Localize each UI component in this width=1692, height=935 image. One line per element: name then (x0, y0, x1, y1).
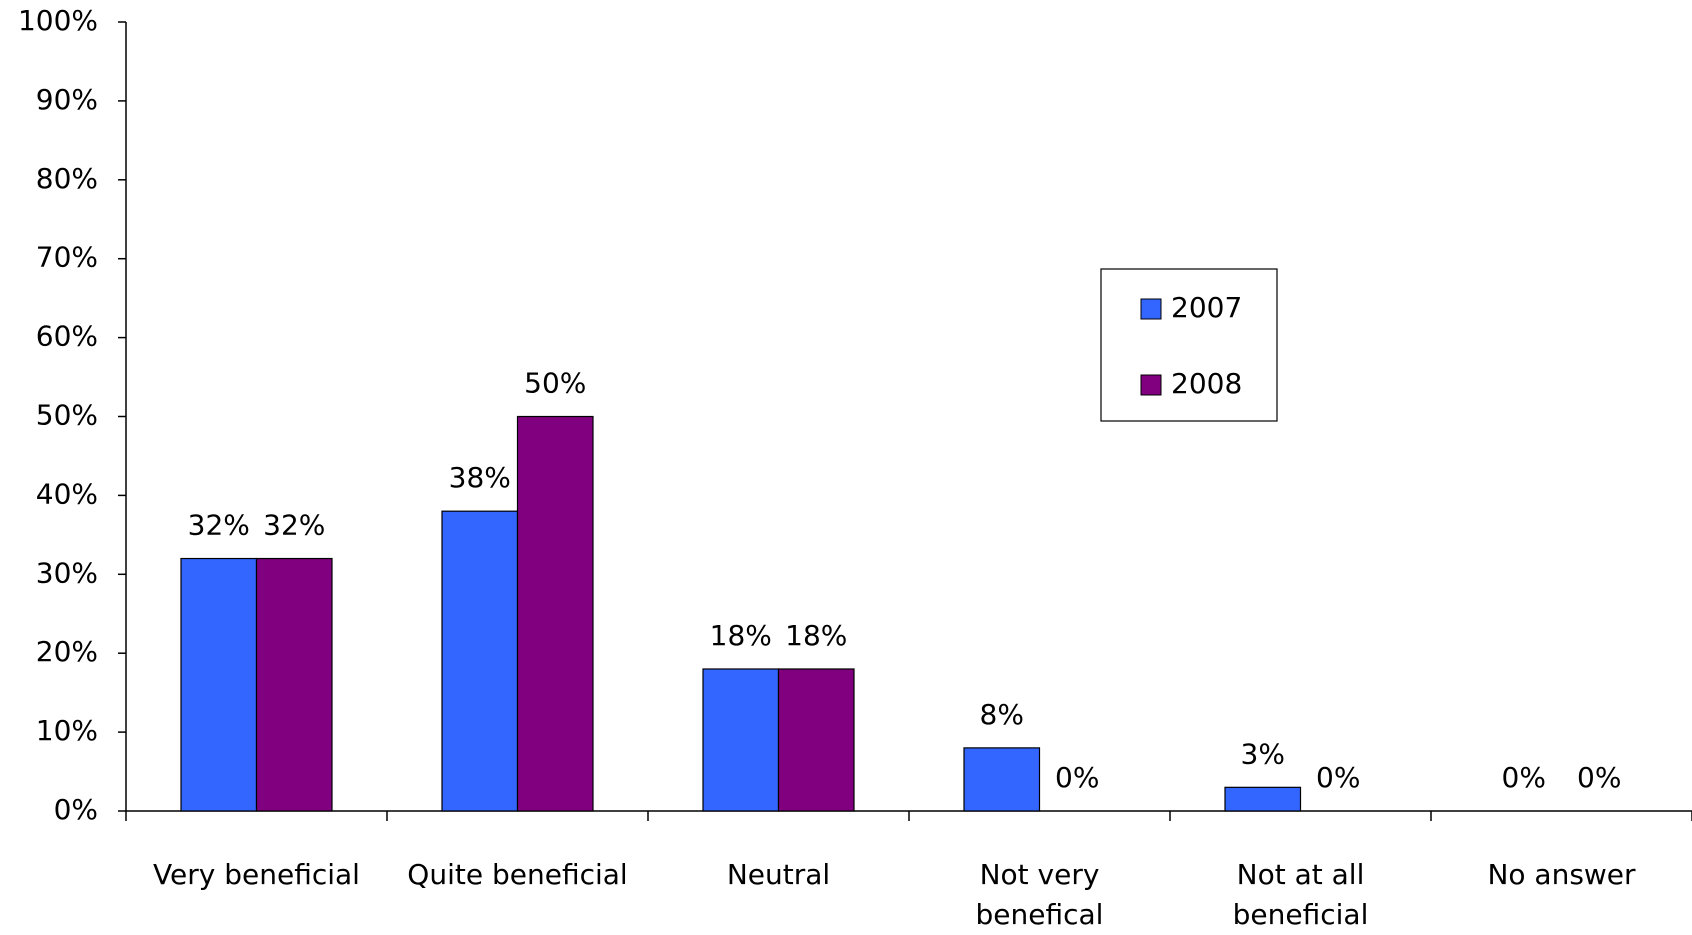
y-tick-label: 80% (36, 162, 98, 195)
data-label: 0% (1316, 761, 1360, 794)
y-tick-label: 10% (36, 714, 98, 747)
legend-swatch (1140, 298, 1162, 320)
legend-label: 2007 (1171, 291, 1242, 324)
x-tick-label: Neutral (726, 858, 831, 891)
bar (255, 557, 333, 812)
legend-swatch (1140, 374, 1162, 396)
bar (963, 747, 1041, 812)
data-label: 8% (980, 698, 1024, 731)
y-tick-label: 40% (36, 477, 98, 510)
data-label: 0% (1577, 761, 1621, 794)
y-tick-label: 100% (18, 4, 98, 37)
y-tick-label: 70% (36, 241, 98, 274)
x-tick-label: Very beneficial (153, 858, 360, 891)
bar (702, 668, 780, 812)
data-label: 0% (1055, 761, 1099, 794)
bar (180, 557, 258, 812)
data-label: 3% (1241, 737, 1285, 770)
y-tick-label: 50% (36, 399, 98, 432)
bar (441, 510, 519, 812)
x-tick-label: Not very benefical (975, 858, 1104, 931)
data-label: 32% (188, 509, 250, 542)
bar (1224, 786, 1302, 812)
y-tick-label: 20% (36, 635, 98, 668)
legend-label: 2008 (1171, 367, 1242, 400)
data-label: 18% (785, 619, 847, 652)
data-label: 18% (710, 619, 772, 652)
y-tick-label: 0% (54, 793, 98, 826)
x-tick-label: Quite beneficial (407, 858, 628, 891)
data-label: 0% (1502, 761, 1546, 794)
data-label: 50% (524, 367, 586, 400)
data-label: 38% (449, 461, 511, 494)
bar (516, 415, 594, 812)
y-tick-label: 30% (36, 556, 98, 589)
y-tick-label: 60% (36, 320, 98, 353)
x-tick-label: No answer (1487, 858, 1636, 891)
data-label: 32% (263, 509, 325, 542)
x-tick-label: Not at all beneficial (1232, 858, 1369, 931)
bar (777, 668, 855, 812)
y-tick-label: 90% (36, 83, 98, 116)
legend-box (1100, 268, 1278, 422)
